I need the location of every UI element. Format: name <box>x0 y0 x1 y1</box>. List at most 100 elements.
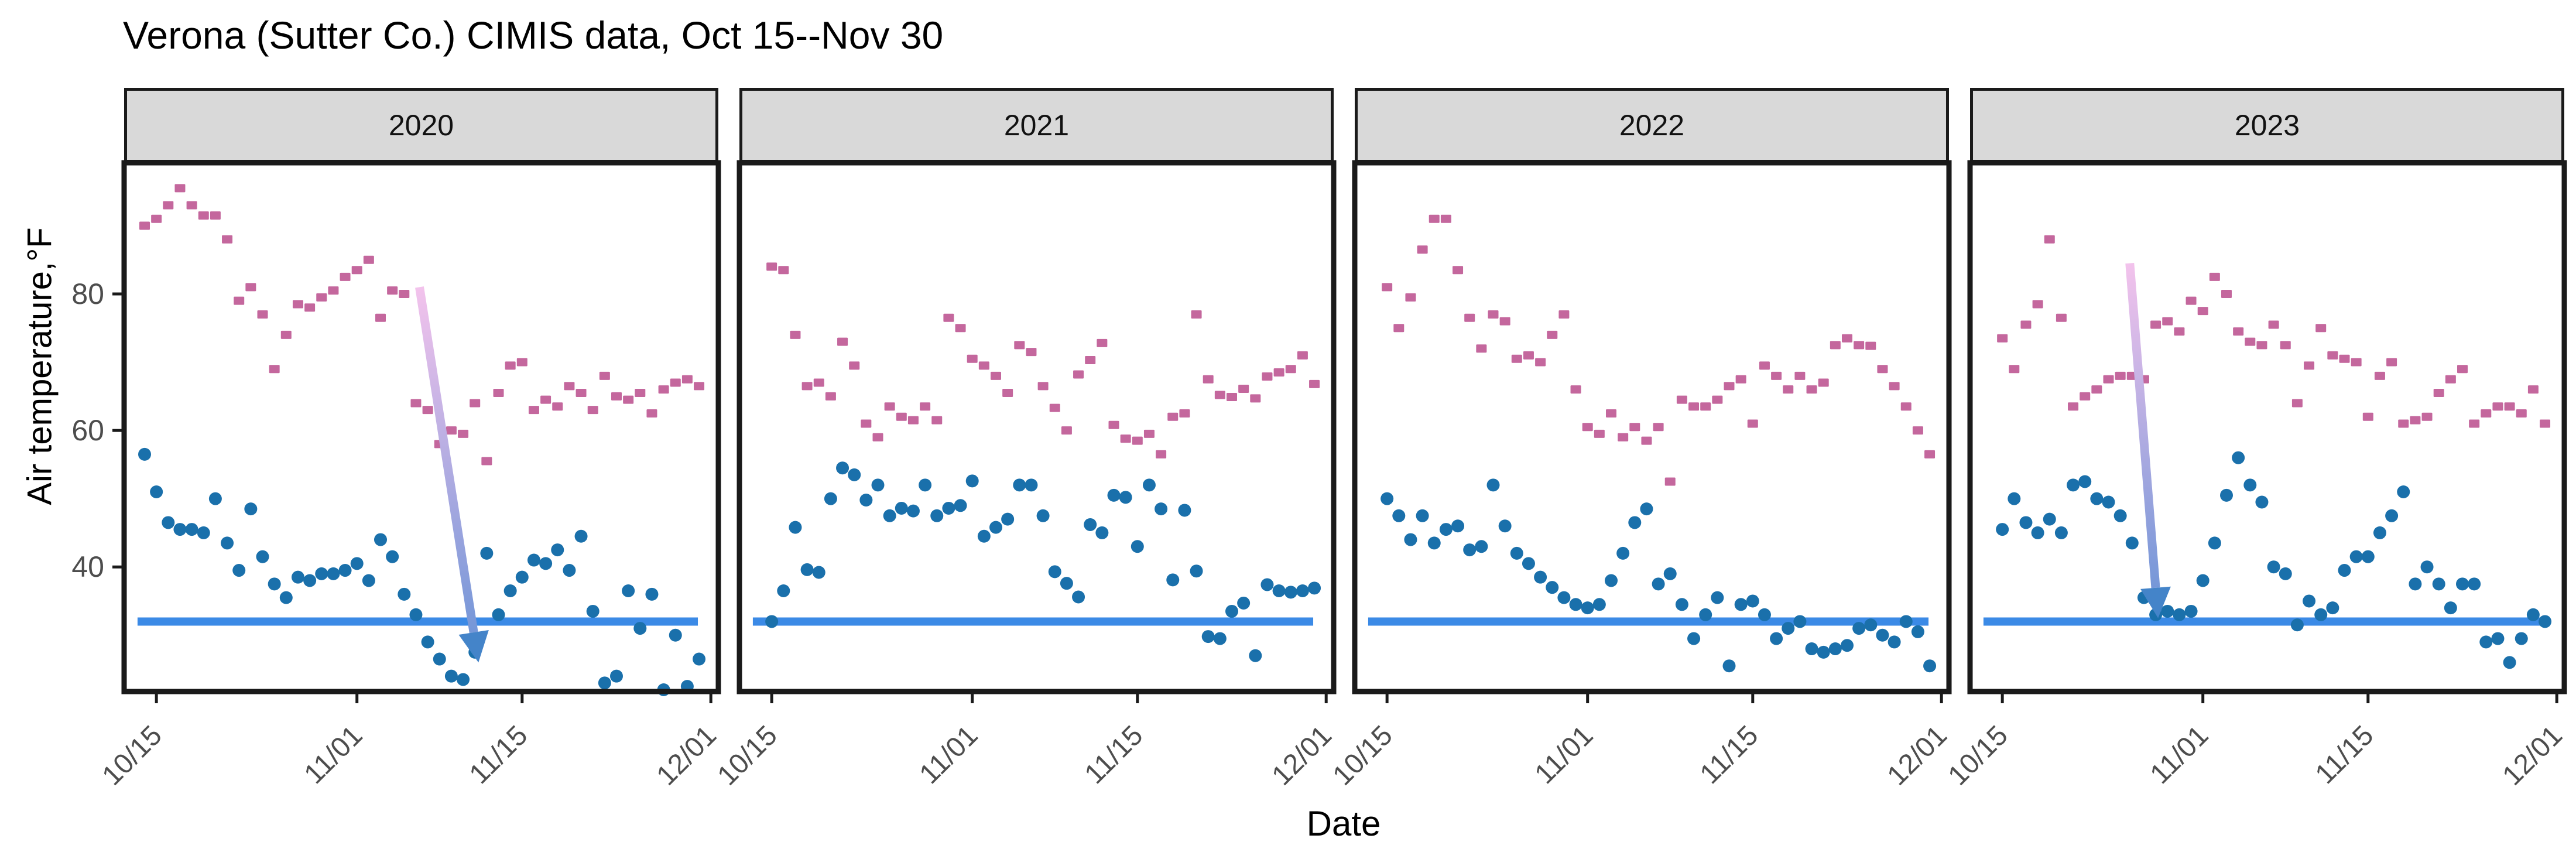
max-temp-point <box>623 395 634 404</box>
panel-border <box>121 160 721 694</box>
max-temp-point <box>1476 344 1487 353</box>
max-temp-point <box>2091 385 2102 394</box>
min-temp-point <box>421 635 434 649</box>
max-temp-point <box>1273 368 1284 377</box>
max-temp-point <box>1629 423 1640 432</box>
max-temp-point <box>1724 382 1735 391</box>
min-temp-point <box>2314 608 2328 621</box>
max-temp-point <box>1250 394 1261 403</box>
max-temp-point <box>1558 310 1570 319</box>
min-temp-point <box>1628 516 1642 529</box>
min-temp-point <box>1841 639 1854 652</box>
max-temp-point <box>884 402 895 411</box>
min-temp-point <box>1864 618 1878 632</box>
min-temp-point <box>977 529 991 543</box>
max-temp-point <box>304 303 316 312</box>
max-temp-point <box>2044 235 2055 244</box>
max-temp-point <box>1700 402 1711 411</box>
min-temp-point <box>622 584 635 597</box>
min-temp-point <box>1805 642 1818 656</box>
panel-border <box>1967 160 2567 694</box>
x-axis-title: Date <box>1306 804 1381 843</box>
max-temp-point <box>1143 429 1155 438</box>
max-temp-point <box>1014 341 1025 350</box>
min-temp-point <box>2113 509 2127 522</box>
min-temp-point <box>1119 491 1132 504</box>
x-tick-label: 12/01 <box>2497 720 2568 791</box>
min-temp-point <box>1996 523 2009 536</box>
max-temp-point <box>1132 436 1143 445</box>
max-temp-point <box>1382 283 1393 292</box>
min-temp-point <box>2161 604 2174 618</box>
min-temp-point <box>2078 475 2092 488</box>
max-temp-point <box>363 255 374 264</box>
min-temp-point <box>1284 586 1297 599</box>
max-temp-point <box>1120 434 1131 443</box>
min-temp-point <box>244 502 258 516</box>
facet-strip-2022: 2022 <box>1355 88 1949 163</box>
plot-panel-2020: 10/15 11/01 11/15 12/01 80 60 40 <box>71 160 722 792</box>
max-temp-point <box>1002 388 1013 397</box>
min-temp-point <box>1782 622 1795 635</box>
min-temp-point <box>1025 478 1038 492</box>
max-temp-point <box>1488 310 1499 319</box>
min-temp-point <box>1911 625 1924 638</box>
min-temp-point <box>457 673 470 686</box>
max-temp-point <box>410 399 422 408</box>
min-temp-point <box>574 529 588 543</box>
max-temp-point <box>943 313 954 322</box>
min-temp-point <box>2243 478 2257 492</box>
max-temp-point <box>2103 375 2114 384</box>
min-temp-point <box>398 587 411 601</box>
max-temp-point <box>1854 341 1865 350</box>
min-temp-point <box>1899 615 1913 628</box>
max-temp-point <box>552 402 563 411</box>
max-temp-point <box>2410 416 2421 425</box>
max-temp-point <box>1405 293 1416 302</box>
min-temp-point <box>1522 557 1535 570</box>
panel-border <box>737 160 1337 694</box>
min-temp-point <box>1048 565 1061 579</box>
max-temp-point <box>978 361 989 370</box>
min-temp-point <box>2090 492 2104 505</box>
x-tick-label: 10/15 <box>1327 720 1399 791</box>
min-temp-point <box>1451 519 1465 533</box>
freeze-arrow-shaft <box>2125 262 2160 588</box>
min-temp-point <box>1652 577 1665 591</box>
max-temp-point <box>481 457 492 466</box>
min-temp-point <box>150 485 163 498</box>
min-temp-point <box>1746 594 1759 608</box>
max-temp-point <box>375 313 386 322</box>
min-temp-point <box>173 523 187 536</box>
min-temp-point <box>1381 492 1394 505</box>
facet-2023: 2023 10/15 11/01 11/15 12/01 <box>1943 88 2568 792</box>
min-temp-point <box>1439 523 1453 536</box>
max-temp-point <box>1511 354 1522 363</box>
max-temp-point <box>2197 307 2208 316</box>
max-temp-point <box>316 293 327 302</box>
min-temp-point <box>1308 581 1321 595</box>
min-temp-point <box>1711 591 1724 604</box>
min-temp-point <box>1249 649 1262 662</box>
max-temp-point <box>1429 214 1440 223</box>
min-temp-point <box>1001 512 1015 526</box>
facet-row: 2020 10/15 11/01 11/15 12/01 80 60 40 2021 10/… <box>71 88 2568 792</box>
max-temp-point <box>1179 409 1190 417</box>
min-temp-point <box>2420 560 2434 574</box>
facet-strip-2021: 2021 <box>739 88 1334 163</box>
x-tick-label: 11/01 <box>1529 720 1599 790</box>
max-temp-point <box>174 184 186 193</box>
max-temp-point <box>2504 402 2515 411</box>
x-tick-label: 11/15 <box>464 720 534 790</box>
min-temp-point <box>350 557 364 570</box>
min-temp-point <box>2491 632 2505 645</box>
x-tick-label: 11/01 <box>914 720 984 790</box>
min-temp-point <box>1734 598 1748 611</box>
max-temp-point <box>931 416 943 425</box>
max-temp-point <box>2256 341 2267 350</box>
min-temp-point <box>1178 504 1191 517</box>
min-temp-point <box>2479 635 2493 649</box>
min-temp-point <box>1510 546 1523 560</box>
max-temp-point <box>2304 361 2315 370</box>
x-tick-label: 11/15 <box>2310 720 2380 790</box>
